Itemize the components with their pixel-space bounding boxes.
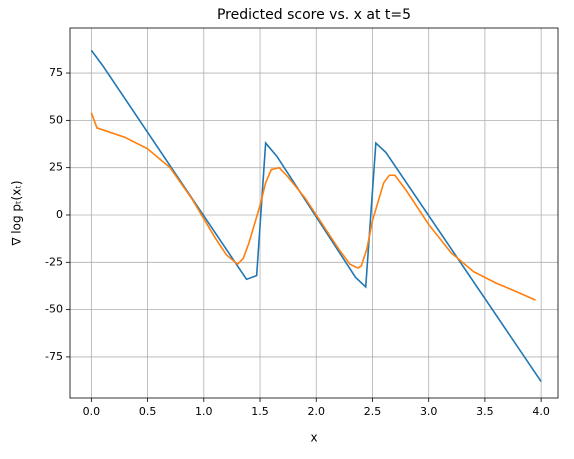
y-tick-label: -25	[45, 255, 63, 268]
y-tick-label: 75	[49, 66, 63, 79]
x-tick-label: 1.0	[195, 405, 213, 418]
chart-title: Predicted score vs. x at t=5	[217, 7, 411, 23]
y-tick-label: -50	[45, 303, 63, 316]
plot-frame	[69, 27, 559, 399]
x-tick-label: 4.0	[532, 405, 550, 418]
x-tick-label: 3.5	[476, 405, 494, 418]
x-axis-label: x	[310, 431, 317, 445]
y-tick-label: 25	[49, 161, 63, 174]
x-tick-label: 2.5	[364, 405, 382, 418]
x-tick-label: 3.0	[420, 405, 438, 418]
x-tick-label: 2.0	[307, 405, 325, 418]
y-tick-label: 50	[49, 113, 63, 126]
data-line	[90, 49, 542, 382]
y-axis-label: ∇ log pₜ(xₜ)	[10, 180, 24, 246]
x-tick-label: 0.0	[83, 405, 101, 418]
y-tick-label: -75	[45, 350, 63, 363]
x-tick-label: 1.5	[251, 405, 269, 418]
x-tick-label: 0.5	[139, 405, 157, 418]
data-line	[90, 112, 536, 301]
y-tick-label: 0	[56, 208, 63, 221]
